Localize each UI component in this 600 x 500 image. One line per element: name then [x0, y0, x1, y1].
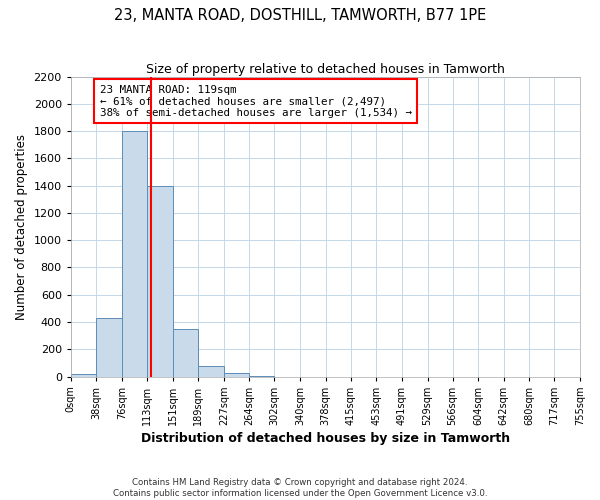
X-axis label: Distribution of detached houses by size in Tamworth: Distribution of detached houses by size …	[141, 432, 510, 445]
Bar	[97, 318, 122, 376]
Bar	[173, 329, 198, 376]
Text: 23 MANTA ROAD: 119sqm
← 61% of detached houses are smaller (2,497)
38% of semi-d: 23 MANTA ROAD: 119sqm ← 61% of detached …	[100, 85, 412, 118]
Y-axis label: Number of detached properties: Number of detached properties	[15, 134, 28, 320]
Bar	[147, 186, 173, 376]
Text: Contains HM Land Registry data © Crown copyright and database right 2024.
Contai: Contains HM Land Registry data © Crown c…	[113, 478, 487, 498]
Bar	[122, 131, 147, 376]
Bar	[198, 366, 224, 376]
Bar	[71, 374, 97, 376]
Text: 23, MANTA ROAD, DOSTHILL, TAMWORTH, B77 1PE: 23, MANTA ROAD, DOSTHILL, TAMWORTH, B77 …	[114, 8, 486, 22]
Bar	[224, 373, 249, 376]
Title: Size of property relative to detached houses in Tamworth: Size of property relative to detached ho…	[146, 62, 505, 76]
